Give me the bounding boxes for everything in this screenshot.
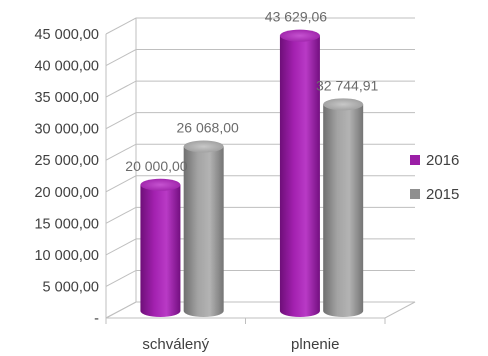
bar-2016-0 [140, 178, 181, 317]
gridline [105, 80, 415, 98]
legend-label: 2016 [426, 151, 460, 169]
bar-body [279, 35, 320, 317]
gridline [105, 17, 415, 35]
legend-swatch-2016 [410, 155, 420, 165]
bar-2016-1 [279, 29, 320, 317]
y-tick-label: 45 000,00 [34, 27, 99, 43]
gridline [105, 238, 415, 256]
legend-item-2016: 2016 [410, 150, 488, 170]
legend-label: 2015 [426, 185, 460, 203]
y-tick-label: 10 000,00 [34, 248, 99, 264]
bar-top [323, 98, 364, 111]
y-tick-label: 35 000,00 [34, 90, 99, 106]
y-tick-label: 20 000,00 [34, 185, 99, 201]
bar-top [279, 29, 320, 42]
data-label: 43 629,06 [265, 9, 327, 25]
gridline [105, 175, 415, 193]
legend-swatch-2015 [410, 189, 420, 199]
y-tick-label: - [94, 311, 99, 327]
legend: 2016 2015 [410, 150, 488, 218]
y-tick-label: 40 000,00 [34, 59, 99, 75]
bar-2015-1 [323, 98, 364, 317]
y-tick-label: 25 000,00 [34, 153, 99, 169]
bar-body [183, 146, 224, 317]
x-category-label: schválený [142, 336, 209, 353]
gridline [105, 269, 415, 287]
data-labels: 20 000,00 26 068,00 43 629,06 32 744,91 [125, 9, 378, 174]
gridline [105, 49, 415, 66]
gridline [105, 206, 415, 224]
axes [105, 34, 416, 324]
y-tick-labels: - 5 000,00 10 000,00 15 000,00 20 000,00 25 0… [34, 27, 99, 327]
category-labels: schválený plnenie [142, 336, 339, 353]
bar-body [140, 184, 181, 317]
floor [105, 301, 416, 319]
bar-top [140, 178, 181, 191]
bar-2015-0 [183, 140, 224, 317]
gridline [105, 112, 415, 130]
data-label: 32 744,91 [316, 77, 378, 93]
x-category-label: plnenie [291, 336, 339, 353]
y-tick-label: 30 000,00 [34, 122, 99, 138]
data-label: 26 068,00 [177, 119, 239, 135]
gridline [105, 143, 415, 161]
bar-top [183, 140, 224, 153]
bars [140, 29, 364, 317]
y-tick-label: 15 000,00 [34, 216, 99, 232]
bar-body [323, 104, 364, 317]
legend-item-2015: 2015 [410, 184, 488, 204]
y-tick-label: 5 000,00 [43, 279, 99, 295]
data-label: 20 000,00 [125, 158, 187, 174]
